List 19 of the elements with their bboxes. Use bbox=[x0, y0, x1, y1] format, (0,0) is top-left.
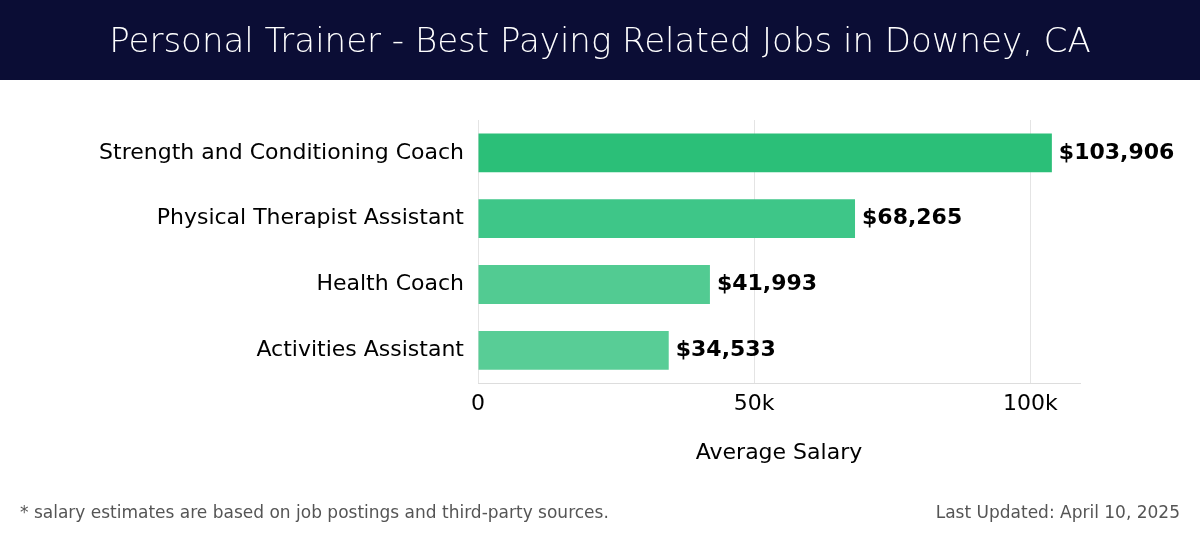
x-axis-title: Average Salary bbox=[695, 438, 863, 464]
y-tick-label: Strength and Conditioning Coach bbox=[99, 138, 464, 164]
bar bbox=[478, 199, 856, 239]
y-tick-label: Health Coach bbox=[316, 270, 464, 296]
bar bbox=[478, 330, 669, 370]
y-tick-label: Activities Assistant bbox=[256, 336, 465, 362]
bar bbox=[478, 265, 710, 304]
chart-title: Personal Trainer - Best Paying Related Jobs in Downey, CA bbox=[0, 0, 1200, 80]
y-tick-label: Physical Therapist Assistant bbox=[156, 204, 465, 230]
data-label: $41,993 bbox=[716, 270, 818, 296]
bar bbox=[478, 133, 1052, 173]
data-label: $103,906 bbox=[1058, 138, 1175, 164]
x-tick-label: 0 bbox=[471, 390, 485, 416]
x-tick-label: 100k bbox=[1002, 390, 1058, 416]
x-tick-label: 50k bbox=[733, 390, 775, 416]
text: Last Updated: April 10, 2025 bbox=[935, 502, 1180, 522]
data-label: $34,533 bbox=[675, 336, 776, 362]
data-label: $68,265 bbox=[862, 204, 963, 230]
text: * salary estimates are based on job postings and third-party sources. bbox=[20, 502, 609, 522]
